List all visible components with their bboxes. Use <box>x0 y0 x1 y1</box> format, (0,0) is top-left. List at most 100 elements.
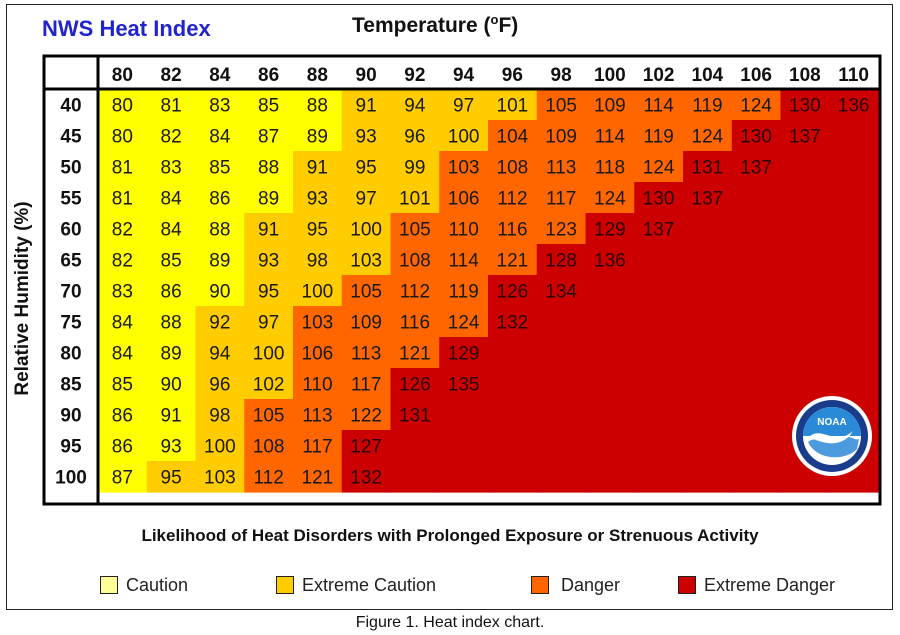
heat-index-value: 121 <box>497 251 529 272</box>
temperature-axis-title: Temperature (oF) <box>352 12 519 37</box>
heat-index-value: 83 <box>112 282 133 303</box>
heat-cell <box>731 461 782 493</box>
heat-cell <box>585 430 635 462</box>
heat-cell <box>98 89 148 121</box>
heat-cell <box>829 89 879 121</box>
heat-index-value: 130 <box>789 96 821 117</box>
heat-index-value: 81 <box>112 189 133 210</box>
heat-cell <box>683 182 733 214</box>
heat-cell <box>439 306 489 338</box>
heat-cell <box>829 182 879 214</box>
heat-cell <box>585 368 635 400</box>
heat-index-value: 89 <box>161 344 182 365</box>
heat-index-value: 109 <box>545 127 577 148</box>
heat-index-value: 91 <box>258 220 279 241</box>
heat-cell <box>536 182 587 214</box>
heat-cell <box>390 430 440 462</box>
heat-index-value: 117 <box>351 375 381 396</box>
heat-cell <box>488 244 538 276</box>
heat-cell <box>146 244 197 276</box>
heat-index-value: 130 <box>643 189 675 210</box>
heat-index-value: 82 <box>112 251 133 272</box>
humidity-axis-title: Relative Humidity (%) <box>12 201 33 395</box>
heat-cell <box>293 120 343 152</box>
heat-cell <box>634 120 684 152</box>
legend-label: Extreme Danger <box>704 574 836 595</box>
heat-cell <box>536 368 587 400</box>
heat-cell <box>683 461 733 493</box>
heat-cell <box>439 182 489 214</box>
heat-index-value: 108 <box>399 251 431 272</box>
heat-index-value: 83 <box>209 96 230 117</box>
heat-cell <box>731 89 782 121</box>
heat-cell <box>195 151 245 183</box>
heat-cell <box>293 89 343 121</box>
heat-index-value: 130 <box>740 127 772 148</box>
heat-cell <box>195 368 245 400</box>
heat-index-value: 136 <box>838 96 870 117</box>
temperature-tick-label: 92 <box>404 65 425 86</box>
figure-caption: Figure 1. Heat index chart. <box>355 614 545 631</box>
heat-cell <box>634 368 684 400</box>
heat-cell <box>780 337 830 369</box>
heat-cell <box>488 306 538 338</box>
heat-index-value: 116 <box>400 313 430 334</box>
heat-cell <box>536 244 587 276</box>
heat-index-value: 83 <box>161 158 182 179</box>
likelihood-text: Likelihood of Heat Disorders with Prolon… <box>141 526 759 545</box>
humidity-tick-label: 40 <box>60 96 81 117</box>
heat-index-value: 112 <box>497 189 527 210</box>
heat-index-value: 131 <box>692 158 724 179</box>
heat-cell <box>244 430 294 462</box>
heat-cell <box>439 120 489 152</box>
heat-cell <box>585 182 635 214</box>
heat-index-value: 113 <box>302 406 332 427</box>
humidity-tick-label: 95 <box>60 437 82 458</box>
heat-cell <box>731 244 782 276</box>
heat-index-value: 136 <box>594 251 626 272</box>
heat-cell <box>536 430 587 462</box>
heat-cell <box>341 461 392 493</box>
heat-cell <box>683 151 733 183</box>
heat-cell <box>780 275 830 307</box>
legend-label: Caution <box>126 574 189 595</box>
heat-cell <box>536 461 587 493</box>
heat-cell <box>488 337 538 369</box>
heat-cell <box>146 182 197 214</box>
temperature-tick-label: 80 <box>112 65 133 86</box>
heat-index-value: 119 <box>643 127 673 148</box>
heat-index-value: 94 <box>404 96 426 117</box>
heat-cell <box>390 89 440 121</box>
temperature-tick-label: 96 <box>502 65 523 86</box>
heat-cell <box>780 182 830 214</box>
heat-cell <box>244 182 294 214</box>
heat-index-value: 108 <box>497 158 529 179</box>
heat-index-value: 113 <box>351 344 381 365</box>
heat-cell <box>293 430 343 462</box>
heat-index-value: 124 <box>448 313 480 334</box>
heat-cell <box>439 244 489 276</box>
heat-cell <box>244 337 294 369</box>
heat-cell <box>146 151 197 183</box>
heat-index-value: 109 <box>350 313 382 334</box>
heat-index-value: 89 <box>307 127 328 148</box>
heat-cell <box>731 182 782 214</box>
heat-cell <box>390 399 440 431</box>
heat-cell <box>683 89 733 121</box>
heat-cell <box>146 430 197 462</box>
heat-cell <box>390 275 440 307</box>
heat-cell <box>585 244 635 276</box>
heat-cell <box>98 306 148 338</box>
heat-cell <box>488 275 538 307</box>
humidity-tick-label: 60 <box>60 220 81 241</box>
heat-index-value: 113 <box>546 158 576 179</box>
heat-cell <box>634 430 684 462</box>
heat-cell <box>341 275 392 307</box>
heat-index-value: 90 <box>161 375 182 396</box>
heat-cell <box>244 89 294 121</box>
heat-index-value: 80 <box>112 96 133 117</box>
heat-index-value: 104 <box>497 127 529 148</box>
heat-cell <box>488 368 538 400</box>
heat-index-value: 85 <box>161 251 182 272</box>
heat-index-value: 95 <box>356 158 377 179</box>
